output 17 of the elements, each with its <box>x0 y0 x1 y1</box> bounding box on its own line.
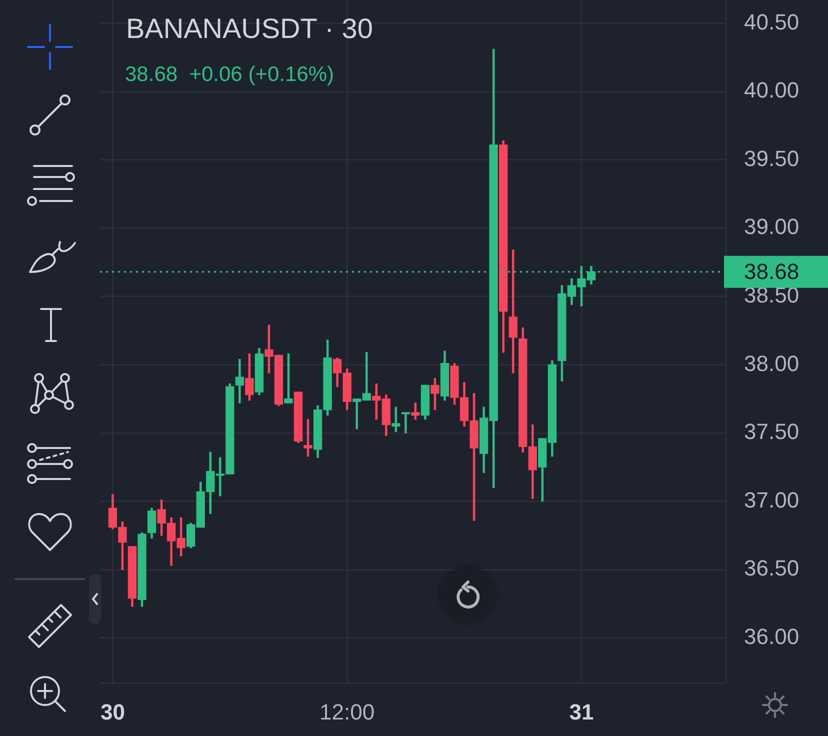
y-tick-label: 38.00 <box>744 350 800 376</box>
y-tick-label: 39.50 <box>744 146 800 171</box>
y-tick-label: 36.50 <box>744 556 800 581</box>
x-tick-label: 31 <box>569 699 594 724</box>
y-tick-label: 37.00 <box>744 487 800 512</box>
text: 38.68 +0.06 (+0.16%) <box>125 63 334 86</box>
y-tick-label: 38.50 <box>744 282 800 308</box>
candlestick <box>401 412 410 434</box>
y-tick-label: 40.00 <box>744 78 800 103</box>
y-tick-label: 40.50 <box>744 9 800 34</box>
y-tick-label: 39.00 <box>744 214 800 240</box>
ref-line-label: 38.68 <box>744 258 800 284</box>
y-tick-label: 37.50 <box>744 419 800 444</box>
x-tick-label: 12:00 <box>320 699 375 724</box>
text: BANANAUSDT · 30 <box>126 13 373 44</box>
y-tick-label: 36.00 <box>744 624 800 649</box>
x-tick-label: 30 <box>100 699 125 724</box>
